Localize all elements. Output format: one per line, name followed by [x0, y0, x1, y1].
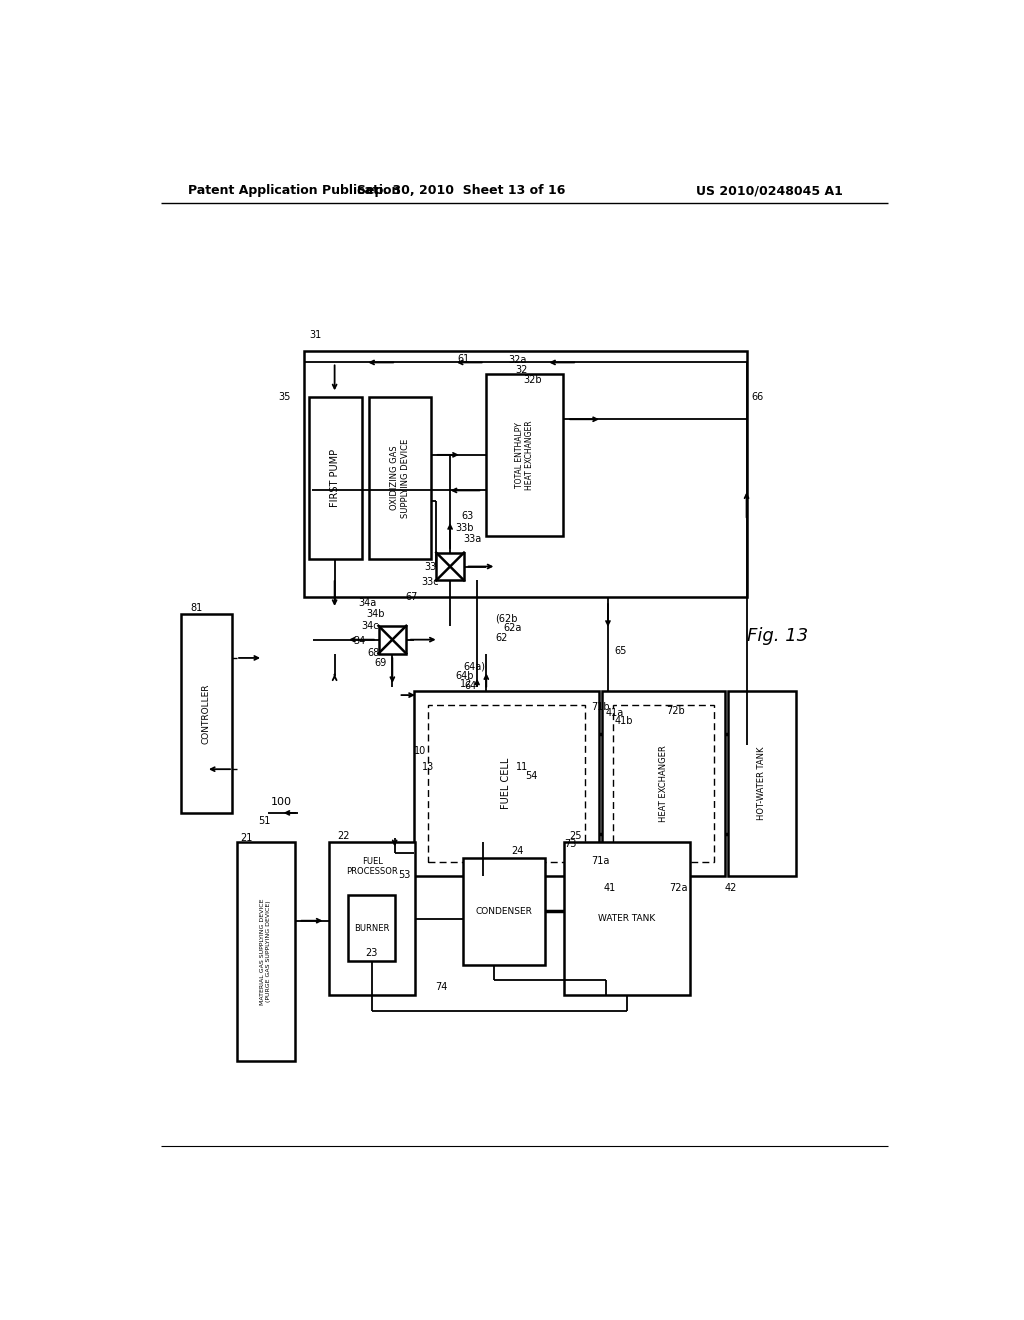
Text: 34c: 34c	[361, 620, 379, 631]
Text: 35: 35	[279, 392, 291, 403]
Text: Patent Application Publication: Patent Application Publication	[188, 185, 400, 197]
Bar	[237, 842, 295, 1061]
Bar	[370, 397, 431, 558]
Bar	[304, 351, 746, 598]
Bar	[728, 692, 796, 876]
Bar	[330, 842, 416, 995]
Text: 42: 42	[725, 883, 737, 894]
Text: 24: 24	[512, 846, 524, 857]
Text: FIRST PUMP: FIRST PUMP	[331, 449, 340, 507]
Text: 41: 41	[603, 883, 615, 894]
Text: 11: 11	[515, 762, 527, 772]
Text: OXIDIZING GAS
SUPPLYING DEVICE: OXIDIZING GAS SUPPLYING DEVICE	[390, 438, 410, 517]
Text: US 2010/0248045 A1: US 2010/0248045 A1	[696, 185, 843, 197]
Text: 73: 73	[564, 838, 577, 849]
Text: 13: 13	[422, 762, 434, 772]
Text: 33b: 33b	[456, 523, 474, 533]
Bar	[379, 626, 407, 653]
Text: 67: 67	[406, 593, 418, 602]
Text: 81: 81	[190, 603, 203, 612]
Text: HEAT EXCHANGER: HEAT EXCHANGER	[658, 746, 668, 822]
Text: 74: 74	[435, 982, 447, 991]
Text: 33: 33	[424, 561, 436, 572]
Text: 33a: 33a	[463, 533, 481, 544]
Text: 72b: 72b	[667, 706, 685, 717]
Text: 64b: 64b	[456, 671, 474, 681]
Text: 34: 34	[353, 636, 366, 647]
Text: 69: 69	[375, 657, 387, 668]
Bar	[602, 692, 725, 876]
Text: Fig. 13: Fig. 13	[746, 627, 808, 644]
Bar	[486, 374, 563, 536]
Text: MATERIAL GAS SUPPLYING DEVICE
(PURGE GAS SUPPLYING DEVICE): MATERIAL GAS SUPPLYING DEVICE (PURGE GAS…	[260, 898, 271, 1005]
Text: 72a: 72a	[670, 883, 688, 894]
Bar	[564, 842, 689, 995]
Text: FUEL CELL: FUEL CELL	[502, 758, 511, 809]
Text: 51: 51	[258, 816, 270, 825]
Text: CONDENSER: CONDENSER	[475, 907, 532, 916]
Bar	[414, 692, 599, 876]
Text: 71b: 71b	[591, 702, 609, 711]
Text: 64: 64	[464, 681, 476, 690]
Bar	[180, 614, 232, 813]
Bar	[463, 858, 545, 965]
Text: 66: 66	[752, 392, 764, 403]
Text: 41a: 41a	[605, 708, 624, 718]
Text: 53: 53	[398, 870, 411, 879]
Bar	[348, 895, 395, 961]
Text: CONTROLLER: CONTROLLER	[202, 684, 211, 744]
Text: 22: 22	[337, 832, 349, 841]
Bar	[612, 705, 714, 862]
Text: 31: 31	[309, 330, 322, 341]
Text: 64a): 64a)	[463, 661, 485, 672]
Text: BURNER: BURNER	[354, 924, 390, 932]
Text: 61: 61	[457, 354, 469, 363]
Text: 33c: 33c	[421, 577, 438, 587]
Bar	[309, 397, 361, 558]
Text: 71a: 71a	[591, 855, 609, 866]
Text: 12: 12	[460, 678, 472, 689]
Text: 65: 65	[614, 647, 627, 656]
Text: 62a: 62a	[503, 623, 521, 634]
Text: TOTAL ENTHALPY
HEAT EXCHANGER: TOTAL ENTHALPY HEAT EXCHANGER	[515, 420, 535, 490]
Text: 62: 62	[496, 634, 508, 643]
Text: 54: 54	[525, 771, 538, 781]
Text: 100: 100	[270, 797, 292, 807]
Text: 32b: 32b	[523, 375, 542, 385]
Text: 10: 10	[414, 746, 426, 756]
Text: Sep. 30, 2010  Sheet 13 of 16: Sep. 30, 2010 Sheet 13 of 16	[357, 185, 566, 197]
Text: 21: 21	[241, 833, 253, 842]
Bar	[428, 705, 585, 862]
Text: 25: 25	[569, 832, 582, 841]
Text: 34b: 34b	[367, 610, 385, 619]
Text: 34a: 34a	[358, 598, 377, 609]
Text: 32a: 32a	[508, 355, 526, 366]
Text: HOT-WATER TANK: HOT-WATER TANK	[758, 747, 766, 821]
Text: 23: 23	[366, 948, 378, 958]
Text: 68: 68	[367, 648, 379, 657]
Text: 63: 63	[462, 511, 474, 521]
Text: WATER TANK: WATER TANK	[598, 915, 655, 923]
Text: 32: 32	[515, 366, 528, 375]
Text: (62b: (62b	[496, 614, 518, 624]
Bar	[436, 553, 464, 581]
Text: 41b: 41b	[614, 715, 633, 726]
Text: FUEL
PROCESSOR: FUEL PROCESSOR	[346, 857, 398, 876]
